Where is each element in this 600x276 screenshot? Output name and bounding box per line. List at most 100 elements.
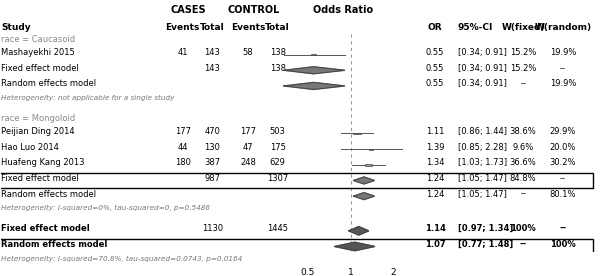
Text: [0.34; 0.91]: [0.34; 0.91]: [458, 48, 506, 57]
Text: --: --: [520, 240, 527, 249]
Text: 47: 47: [242, 143, 253, 152]
Text: 41: 41: [178, 48, 188, 57]
Text: 1445: 1445: [267, 224, 288, 233]
Text: 44: 44: [178, 143, 188, 152]
Text: Events: Events: [231, 23, 265, 32]
Text: race = Mongoloid: race = Mongoloid: [1, 114, 76, 123]
Text: Hao Luo 2014: Hao Luo 2014: [1, 143, 59, 152]
Text: race = Caucasoid: race = Caucasoid: [1, 35, 76, 44]
Text: CONTROL: CONTROL: [228, 5, 280, 15]
Text: 1.24: 1.24: [426, 190, 445, 198]
Text: 95%-CI: 95%-CI: [458, 23, 493, 32]
Bar: [311, 54, 316, 55]
Text: 177: 177: [240, 127, 256, 136]
Text: Events: Events: [166, 23, 200, 32]
Polygon shape: [284, 67, 345, 74]
Text: 1.07: 1.07: [425, 240, 445, 249]
Text: Heterogeneity: not applicable for a single study: Heterogeneity: not applicable for a sing…: [1, 95, 175, 101]
Text: 1.14: 1.14: [425, 224, 446, 233]
Text: 180: 180: [175, 158, 191, 167]
Text: Random effects model: Random effects model: [1, 190, 97, 198]
Text: Fixed effect model: Fixed effect model: [1, 64, 79, 73]
Text: --: --: [520, 79, 526, 88]
Text: Huafeng Kang 2013: Huafeng Kang 2013: [1, 158, 85, 167]
Text: [0.34; 0.91]: [0.34; 0.91]: [458, 79, 506, 88]
Text: 15.2%: 15.2%: [510, 48, 536, 57]
Text: 19.9%: 19.9%: [550, 48, 576, 57]
Bar: [365, 164, 372, 166]
Text: W(fixed): W(fixed): [502, 23, 545, 32]
Text: 248: 248: [240, 158, 256, 167]
Text: Study: Study: [1, 23, 31, 32]
Text: Peijian Ding 2014: Peijian Ding 2014: [1, 127, 75, 136]
Text: 1.39: 1.39: [426, 143, 445, 152]
Text: 143: 143: [205, 48, 220, 57]
Text: [1.03; 1.73]: [1.03; 1.73]: [458, 158, 507, 167]
Text: --: --: [560, 174, 566, 183]
Polygon shape: [353, 193, 374, 200]
Polygon shape: [353, 177, 374, 184]
Polygon shape: [334, 242, 375, 251]
Text: Random effects model: Random effects model: [1, 79, 97, 88]
Text: Mashayekhi 2015: Mashayekhi 2015: [1, 48, 75, 57]
Text: CASES: CASES: [171, 5, 206, 15]
Text: --: --: [520, 190, 526, 198]
Text: 100%: 100%: [550, 240, 576, 249]
Text: 0.55: 0.55: [426, 79, 445, 88]
Text: 9.6%: 9.6%: [512, 143, 534, 152]
Text: 1.34: 1.34: [426, 158, 445, 167]
Text: 20.0%: 20.0%: [550, 143, 576, 152]
Bar: [0, 239, 593, 254]
Text: [0.86; 1.44]: [0.86; 1.44]: [458, 127, 507, 136]
Text: 2: 2: [391, 268, 397, 276]
Text: 58: 58: [242, 48, 253, 57]
Text: --: --: [560, 64, 566, 73]
Text: [1.05; 1.47]: [1.05; 1.47]: [458, 190, 506, 198]
Text: 80.1%: 80.1%: [550, 190, 576, 198]
Text: 100%: 100%: [510, 224, 536, 233]
Text: 29.9%: 29.9%: [550, 127, 576, 136]
Text: 629: 629: [270, 158, 286, 167]
Text: [0.97; 1.34]: [0.97; 1.34]: [458, 224, 513, 233]
Text: Heterogeneity: I-squared=70.8%, tau-squared=0.0743, p=0.0164: Heterogeneity: I-squared=70.8%, tau-squa…: [1, 256, 242, 262]
Text: [0.85; 2.28]: [0.85; 2.28]: [458, 143, 507, 152]
Text: 1.24: 1.24: [426, 174, 445, 183]
Text: 38.6%: 38.6%: [510, 127, 536, 136]
Text: [0.77; 1.48]: [0.77; 1.48]: [458, 240, 513, 249]
Text: 143: 143: [205, 64, 220, 73]
Text: Total: Total: [200, 23, 225, 32]
Text: 175: 175: [270, 143, 286, 152]
Text: 138: 138: [270, 48, 286, 57]
Text: 1307: 1307: [267, 174, 289, 183]
Text: W(random): W(random): [535, 23, 592, 32]
Text: 470: 470: [205, 127, 220, 136]
Text: --: --: [559, 224, 566, 233]
Bar: [353, 133, 361, 134]
Text: 30.2%: 30.2%: [550, 158, 576, 167]
Text: 36.6%: 36.6%: [510, 158, 536, 167]
Text: Odds Ratio: Odds Ratio: [313, 5, 373, 15]
Text: 15.2%: 15.2%: [510, 64, 536, 73]
Bar: [0, 172, 593, 188]
Text: 0.55: 0.55: [426, 64, 445, 73]
Text: 1130: 1130: [202, 224, 223, 233]
Text: Heterogeneity: I-squared=0%, tau-squared=0, p=0.5486: Heterogeneity: I-squared=0%, tau-squared…: [1, 205, 211, 211]
Text: Fixed effect model: Fixed effect model: [1, 224, 90, 233]
Text: 503: 503: [270, 127, 286, 136]
Text: OR: OR: [428, 23, 442, 32]
Text: Total: Total: [265, 23, 290, 32]
Text: [1.05; 1.47]: [1.05; 1.47]: [458, 174, 506, 183]
Text: 0.55: 0.55: [426, 48, 445, 57]
Polygon shape: [284, 83, 345, 89]
Text: 130: 130: [205, 143, 220, 152]
Text: Random effects model: Random effects model: [1, 240, 108, 249]
Bar: [369, 149, 373, 150]
Text: 177: 177: [175, 127, 191, 136]
Text: 1.11: 1.11: [426, 127, 445, 136]
Polygon shape: [349, 227, 369, 235]
Text: 1: 1: [348, 268, 353, 276]
Text: 138: 138: [270, 64, 286, 73]
Text: 0.5: 0.5: [301, 268, 315, 276]
Text: Fixed effect model: Fixed effect model: [1, 174, 79, 183]
Text: 387: 387: [204, 158, 220, 167]
